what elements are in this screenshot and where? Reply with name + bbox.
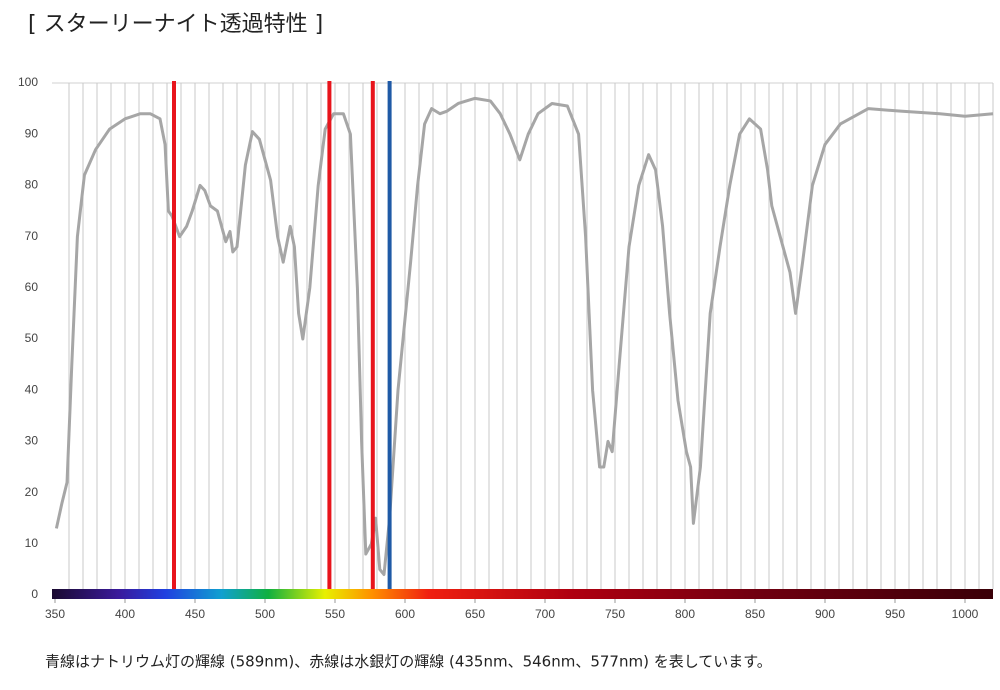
y-tick-label: 70	[25, 229, 39, 243]
x-tick-label: 350	[45, 607, 65, 621]
x-tick-label: 750	[605, 607, 625, 621]
y-tick-label: 0	[31, 587, 38, 601]
y-tick-label: 60	[25, 280, 39, 294]
y-tick-label: 80	[25, 178, 39, 192]
y-tick-label: 90	[25, 126, 39, 140]
x-tick-label: 500	[255, 607, 275, 621]
y-tick-label: 30	[25, 434, 39, 448]
y-tick-label: 40	[25, 382, 39, 396]
spectrum-bar	[52, 589, 993, 599]
chart-title: [ スターリーナイト透過特性 ]	[28, 12, 323, 37]
y-tick-label: 20	[25, 485, 39, 499]
x-tick-label: 900	[815, 607, 835, 621]
x-tick-label: 600	[395, 607, 415, 621]
x-tick-label: 800	[675, 607, 695, 621]
y-tick-label: 10	[25, 536, 39, 550]
x-tick-label: 700	[535, 607, 555, 621]
footnote: 青線はナトリウム灯の輝線 (589nm)、赤線は水銀灯の輝線 (435nm、54…	[45, 653, 772, 671]
y-tick-label: 50	[25, 331, 39, 345]
x-tick-label: 950	[885, 607, 905, 621]
x-tick-label: 450	[185, 607, 205, 621]
y-tick-label: 100	[18, 75, 38, 89]
x-tick-label: 550	[325, 607, 345, 621]
x-tick-label: 650	[465, 607, 485, 621]
transmission-line	[54, 96, 994, 577]
x-tick-label: 850	[745, 607, 765, 621]
x-tick-label: 1000	[952, 607, 979, 621]
x-tick-label: 400	[115, 607, 135, 621]
